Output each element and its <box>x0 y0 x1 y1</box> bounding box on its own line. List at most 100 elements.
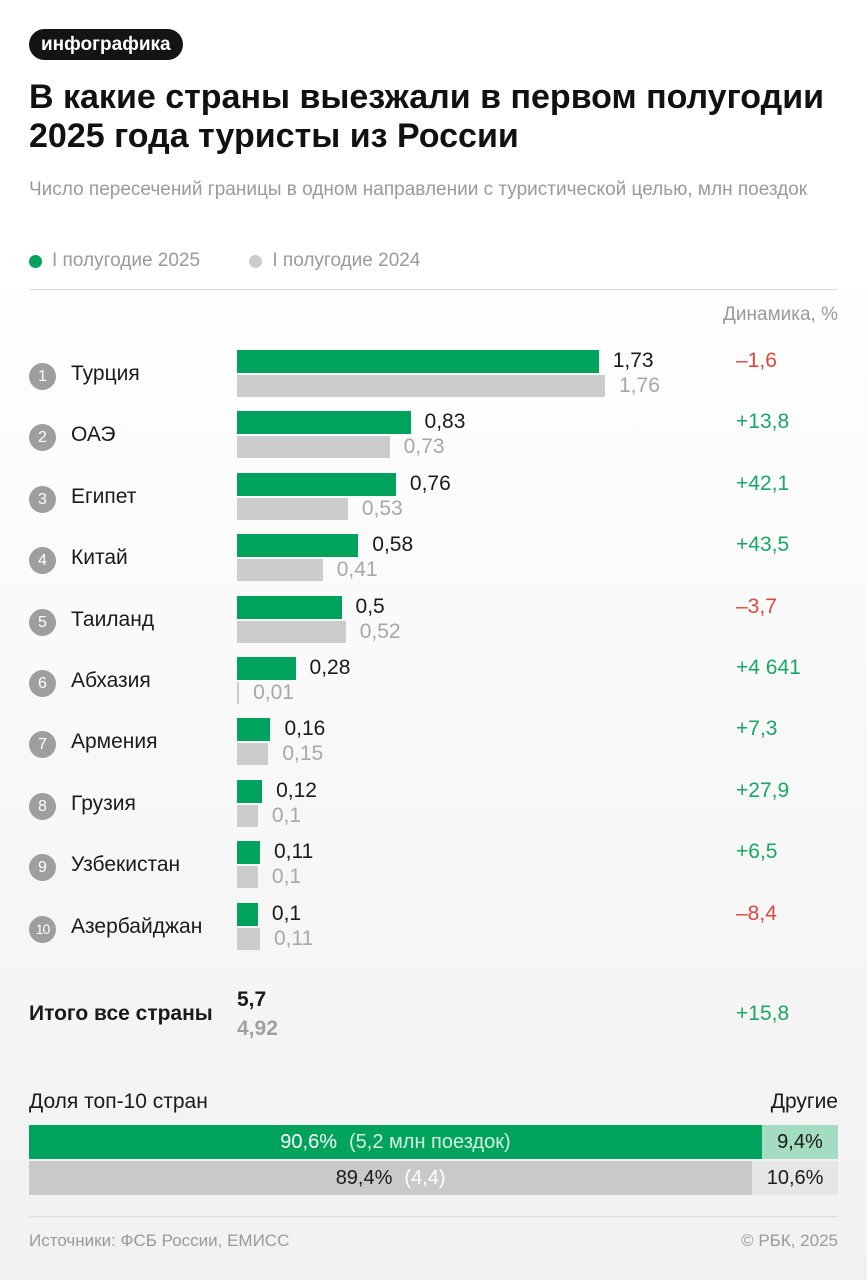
bar-2025 <box>237 718 271 742</box>
total-label: Итого все страны <box>29 1002 213 1025</box>
chart-row: 7 Армения 0,16 0,15 +7,3 <box>0 717 867 774</box>
bar-2025 <box>237 472 396 496</box>
country-label: Узбекистан <box>71 853 181 877</box>
chart-row: 9 Узбекистан 0,11 0,1 +6,5 <box>0 840 867 897</box>
bar-2025 <box>237 902 258 926</box>
share-note-2025: (5,2 млн поездок) <box>349 1130 511 1153</box>
value-label-2024: 0,15 <box>282 742 324 766</box>
country-label: Абхазия <box>71 669 151 692</box>
rank-badge: 5 <box>29 608 56 636</box>
value-label-2024: 0,11 <box>274 926 314 950</box>
bar-2024 <box>237 620 346 643</box>
bar-2024 <box>237 743 269 766</box>
bar-2024 <box>237 559 323 582</box>
bar-2024 <box>237 927 260 950</box>
subtitle: Число пересечений границы в одном направ… <box>29 179 808 200</box>
bar-2024 <box>237 866 258 889</box>
value-label-2024: 0,53 <box>361 496 403 520</box>
dynamics-value: +43,5 <box>736 533 790 557</box>
share-top10-label-2024: 89,4% <box>335 1166 393 1189</box>
legend-label-2024: I полугодие 2024 <box>272 250 421 271</box>
share-others-2025: 9,4% <box>761 1125 838 1159</box>
legend-dot-2025 <box>29 254 42 268</box>
total-2024: 4,92 <box>237 1017 278 1040</box>
bar-2024 <box>237 375 605 397</box>
dynamics-value: +42,1 <box>736 471 790 495</box>
country-label: Турция <box>71 362 140 385</box>
value-label-2024: 1,76 <box>619 374 660 397</box>
divider-top <box>29 289 838 290</box>
dynamics-value: +7,3 <box>736 717 778 741</box>
share-note-2024: (4,4) <box>404 1166 446 1189</box>
country-label: ОАЭ <box>71 423 116 447</box>
chart-row: 2 ОАЭ 0,83 0,73 +13,8 <box>0 410 867 467</box>
share-top10-2025: 90,6% (5,2 млн поездок) <box>29 1125 762 1159</box>
value-label-2025: 0,76 <box>409 471 451 495</box>
dynamics-value: –1,6 <box>736 349 777 372</box>
share-others-label-2024: 10,6% <box>766 1166 824 1189</box>
rank-badge: 9 <box>29 854 56 882</box>
value-label-2024: 0,01 <box>253 681 294 704</box>
chart-row: 1 Турция 1,73 1,76 –1,6 <box>0 349 867 406</box>
value-label-2025: 1,73 <box>612 349 654 372</box>
dynamics-value: +13,8 <box>736 410 790 434</box>
dynamics-value: –3,7 <box>736 594 777 618</box>
share-others-2024: 10,6% <box>752 1161 838 1195</box>
rank-badge: 7 <box>29 731 56 759</box>
value-label-2025: 0,16 <box>284 717 326 741</box>
rank-badge: 10 <box>29 915 56 943</box>
bar-2025 <box>237 350 599 373</box>
share-top10-label-2025: 90,6% <box>280 1130 338 1153</box>
dynamics-value: –8,4 <box>736 901 777 925</box>
rank-badge: 8 <box>29 792 56 820</box>
category-tag: инфографика <box>29 29 183 60</box>
value-label-2024: 0,41 <box>336 558 378 582</box>
rank-badge: 1 <box>29 363 56 390</box>
legend-dot-2024 <box>249 254 263 268</box>
country-label: Египет <box>71 484 137 508</box>
value-label-2024: 0,52 <box>359 619 401 643</box>
others-label: Другие <box>770 1090 838 1113</box>
bar-2025 <box>237 411 411 435</box>
country-label: Армения <box>71 730 158 754</box>
rank-badge: 4 <box>29 547 56 575</box>
country-label: Китай <box>71 546 128 570</box>
value-label-2025: 0,1 <box>271 901 302 925</box>
chart-row: 3 Египет 0,76 0,53 +42,1 <box>0 471 867 529</box>
chart-row: 4 Китай 0,58 0,41 +43,5 <box>0 533 867 590</box>
page-title: В какие страны выезжали в первом полугод… <box>29 78 824 155</box>
value-label-2025: 0,28 <box>309 656 351 679</box>
bar-2025 <box>237 841 260 865</box>
dynamics-header: Динамика, % <box>723 304 838 325</box>
chart-row: 5 Таиланд 0,5 0,52 –3,7 <box>0 594 867 652</box>
value-label-2025: 0,83 <box>424 410 466 434</box>
value-label-2025: 0,58 <box>372 533 414 557</box>
value-label-2025: 0,5 <box>355 594 385 618</box>
share-bar-2024: 89,4% (4,4) 10,6% <box>29 1161 838 1195</box>
total-dynamics: +15,8 <box>736 1002 790 1025</box>
rank-badge: 2 <box>29 424 56 452</box>
bar-2024 <box>237 436 390 459</box>
legend-item-2025: I полугодие 2025 <box>29 250 200 272</box>
dynamics-value: +4 641 <box>736 656 801 679</box>
value-label-2024: 0,73 <box>403 435 445 459</box>
chart-row: 10 Азербайджан 0,1 0,11 –8,4 <box>0 901 867 959</box>
country-label: Азербайджан <box>71 914 203 938</box>
share-top10-2024: 89,4% (4,4) <box>29 1161 753 1195</box>
dynamics-value: +6,5 <box>736 840 778 864</box>
bar-2024 <box>237 682 240 704</box>
bar-2024 <box>237 497 348 520</box>
legend: I полугодие 2025 I полугодие 2024 <box>29 250 464 274</box>
rank-badge: 6 <box>29 670 56 697</box>
bar-2025 <box>237 534 359 558</box>
rank-badge: 3 <box>29 485 56 513</box>
footer-copyright: © РБК, 2025 <box>741 1231 838 1250</box>
legend-item-2024: I полугодие 2024 <box>249 250 420 272</box>
share-label: Доля топ-10 стран <box>29 1090 208 1113</box>
bar-2025 <box>237 595 342 619</box>
bar-2025 <box>237 779 263 803</box>
country-label: Грузия <box>71 791 136 815</box>
share-others-label-2025: 9,4% <box>777 1130 823 1153</box>
value-label-2024: 0,1 <box>271 803 302 827</box>
